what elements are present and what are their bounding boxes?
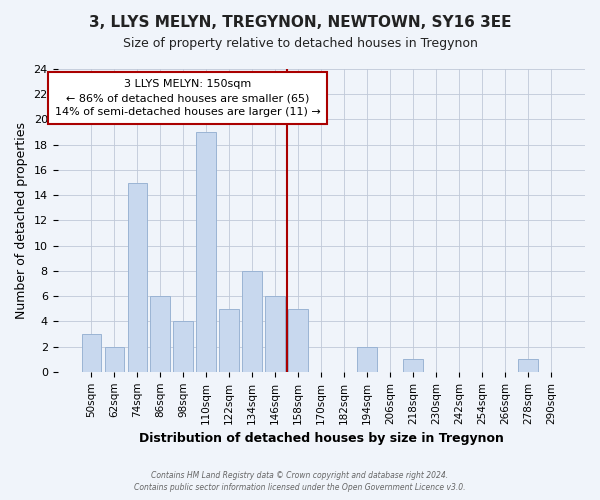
Text: Contains HM Land Registry data © Crown copyright and database right 2024.
Contai: Contains HM Land Registry data © Crown c… <box>134 471 466 492</box>
Bar <box>128 182 147 372</box>
Text: Size of property relative to detached houses in Tregynon: Size of property relative to detached ho… <box>122 38 478 51</box>
Text: 3 LLYS MELYN: 150sqm
← 86% of detached houses are smaller (65)
14% of semi-detac: 3 LLYS MELYN: 150sqm ← 86% of detached h… <box>55 79 321 117</box>
Bar <box>518 359 538 372</box>
Bar <box>82 334 101 372</box>
Bar <box>151 296 170 372</box>
X-axis label: Distribution of detached houses by size in Tregynon: Distribution of detached houses by size … <box>139 432 504 445</box>
Bar <box>173 322 193 372</box>
Y-axis label: Number of detached properties: Number of detached properties <box>15 122 28 319</box>
Bar <box>104 346 124 372</box>
Bar <box>403 359 423 372</box>
Bar <box>358 346 377 372</box>
Bar <box>220 308 239 372</box>
Bar <box>289 308 308 372</box>
Bar <box>265 296 285 372</box>
Bar <box>242 271 262 372</box>
Text: 3, LLYS MELYN, TREGYNON, NEWTOWN, SY16 3EE: 3, LLYS MELYN, TREGYNON, NEWTOWN, SY16 3… <box>89 15 511 30</box>
Bar <box>196 132 216 372</box>
